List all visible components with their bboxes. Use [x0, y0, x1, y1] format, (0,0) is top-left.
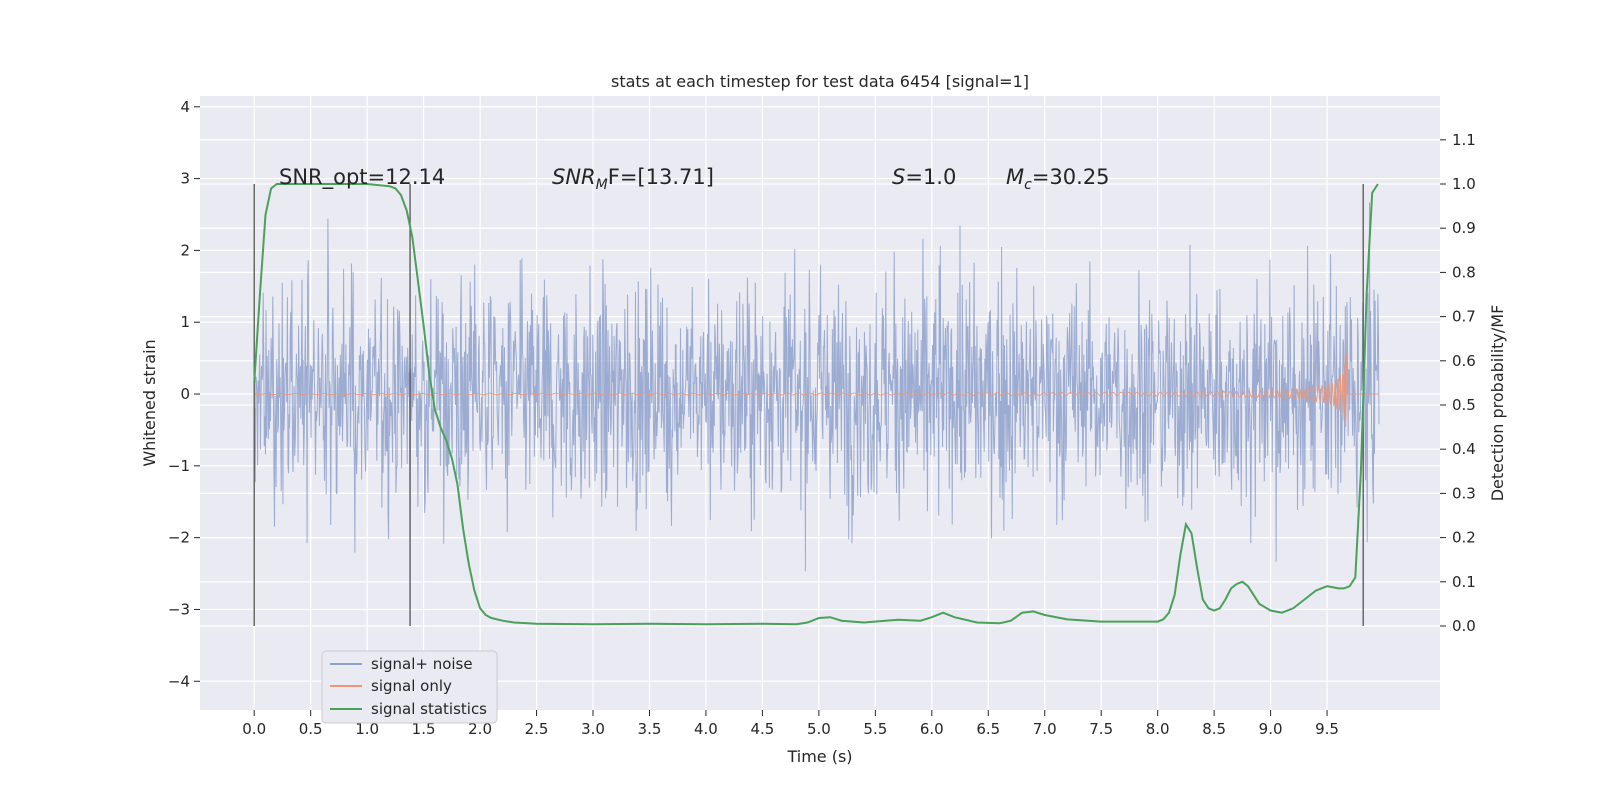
x-tick-label: 9.0	[1259, 720, 1283, 738]
x-tick-label: 3.0	[581, 720, 605, 738]
x-tick-label: 2.0	[468, 720, 492, 738]
x-tick-label: 3.5	[638, 720, 662, 738]
annotation-s: S=1.0	[892, 165, 956, 189]
y-tick-label: 3	[180, 170, 190, 188]
y-tick-label: −1	[168, 457, 190, 475]
annotation-snr-opt: SNR_opt=12.14	[279, 165, 445, 190]
y2-tick-label: 0.2	[1452, 529, 1476, 547]
signal-trace	[254, 353, 1379, 427]
y2-tick-label: 1.0	[1452, 175, 1476, 193]
y2-tick-label: 1.1	[1452, 131, 1476, 149]
y2-tick-label: 0.0	[1452, 617, 1476, 635]
x-tick-label: 1.0	[355, 720, 379, 738]
x-tick-label: 8.5	[1202, 720, 1226, 738]
signal-series	[254, 353, 1379, 427]
y-tick-label: 0	[180, 385, 190, 403]
legend-label-noise: signal+ noise	[371, 655, 473, 673]
y-tick-label: −4	[168, 672, 190, 690]
x-tick-label: 7.5	[1089, 720, 1113, 738]
x-tick-label: 1.5	[412, 720, 436, 738]
x-tick-label: 4.5	[750, 720, 774, 738]
y2-tick-label: 0.4	[1452, 440, 1476, 458]
y2-tick-label: 0.6	[1452, 352, 1476, 370]
annotation-snr-mf: SNRMF=[13.71]	[552, 165, 714, 193]
y-tick-label: −3	[168, 600, 190, 618]
statistics-line	[253, 183, 1379, 626]
y2-tick-label: 0.3	[1452, 484, 1476, 502]
y2-ticks: 0.0 0.1 0.2 0.3 0.4 0.5 0.6 0.7 0.8 0.9 1.0 1.1	[1440, 131, 1476, 635]
legend-label-signal: signal only	[371, 677, 452, 695]
x-tick-label: 6.5	[976, 720, 1000, 738]
x-tick-label: 0.5	[299, 720, 323, 738]
x-tick-label: 0.0	[242, 720, 266, 738]
x-tick-label: 6.0	[920, 720, 944, 738]
x-tick-label: 9.5	[1315, 720, 1339, 738]
annotation-mc: Mc=30.25	[1006, 165, 1110, 193]
x-tick-label: 5.5	[863, 720, 887, 738]
legend: signal+ noise signal only signal statist…	[321, 650, 498, 724]
x-tick-label: 2.5	[525, 720, 549, 738]
y-tick-label: 2	[180, 241, 190, 259]
y-tick-label: −2	[168, 529, 190, 547]
x-axis-label: Time (s)	[786, 747, 852, 766]
y-tick-label: 1	[180, 313, 190, 331]
x-tick-label: 8.0	[1146, 720, 1170, 738]
y-tick-label: 4	[180, 98, 190, 116]
y2-tick-label: 0.8	[1452, 263, 1476, 281]
x-tick-label: 5.0	[807, 720, 831, 738]
noise-series	[253, 202, 1380, 572]
y2-tick-label: 0.7	[1452, 308, 1476, 326]
statistics-series	[253, 183, 1379, 626]
y2-tick-label: 0.5	[1452, 396, 1476, 414]
y-axis-label: Whitened strain	[140, 339, 159, 466]
legend-box	[321, 650, 498, 724]
y-ticks: −4 −3 −2 −1 0 1 2 3 4	[168, 98, 200, 690]
y2-tick-label: 0.1	[1452, 573, 1476, 591]
y2-tick-label: 0.9	[1452, 219, 1476, 237]
noise-trace	[253, 202, 1380, 572]
y2-axis-label: Detection probability/MF	[1488, 305, 1507, 502]
x-tick-label: 4.0	[694, 720, 718, 738]
chart-title: stats at each timestep for test data 645…	[611, 72, 1029, 91]
x-tick-label: 7.0	[1033, 720, 1057, 738]
legend-label-statistics: signal statistics	[371, 700, 487, 718]
x-ticks: 0.0 0.5 1.0 1.5 2.0 2.5 3.0 3.5 4.0 4.5 5.0 5.5 6.0 6…	[242, 710, 1339, 738]
